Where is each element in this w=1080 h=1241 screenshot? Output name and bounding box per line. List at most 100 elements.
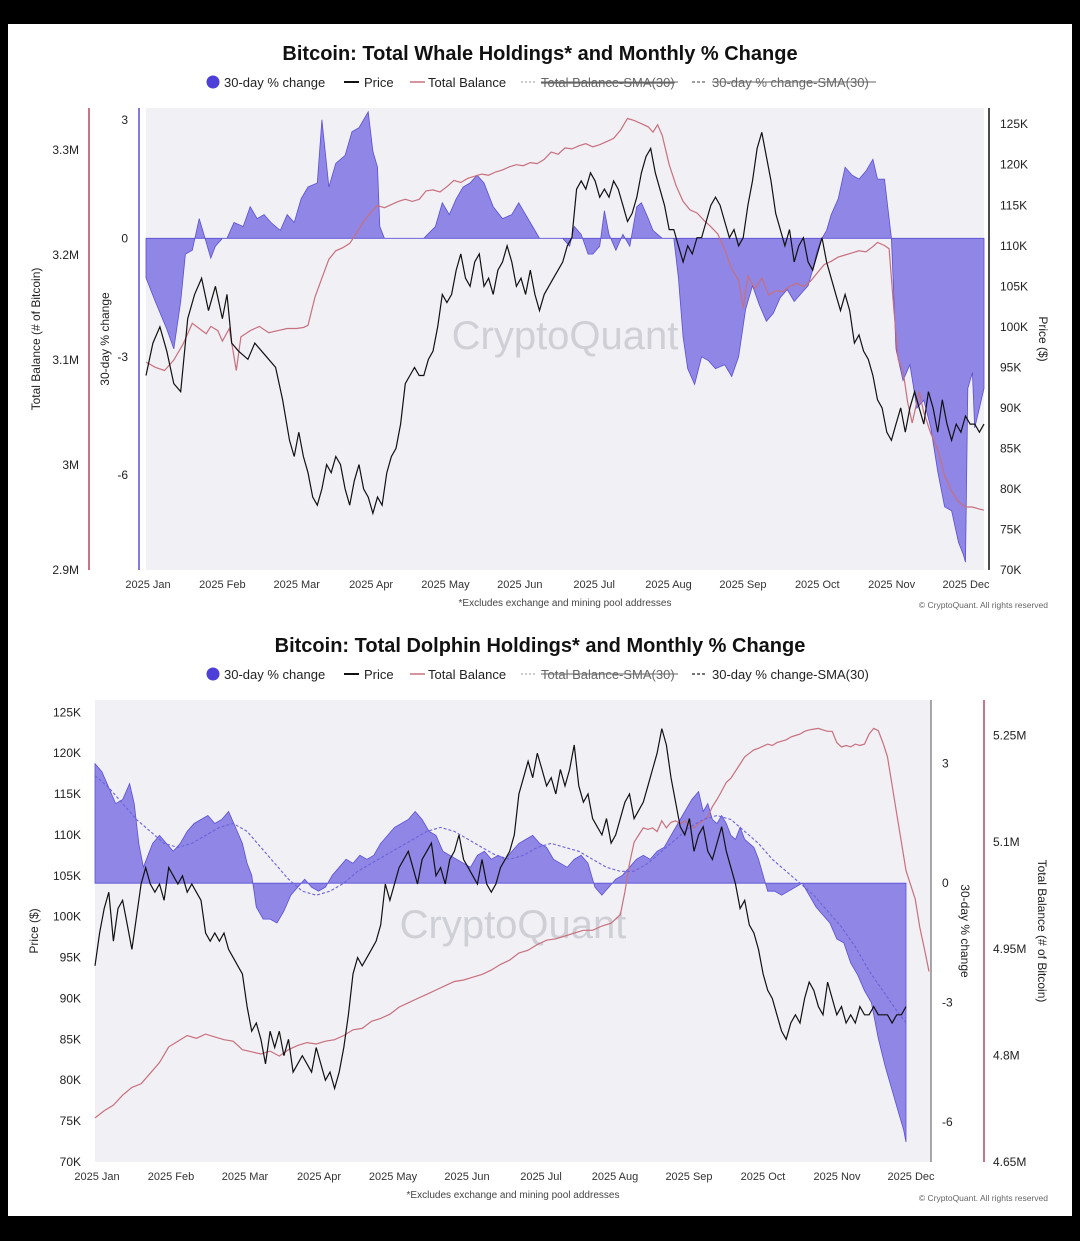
price-line bbox=[145, 132, 985, 516]
price-tick-label: 105K bbox=[53, 869, 81, 883]
balance-tick-label: 3.1M bbox=[52, 353, 79, 367]
copyright: © CryptoQuant. All rights reserved bbox=[919, 1193, 1048, 1203]
x-tick-label: 2025 Nov bbox=[813, 1171, 861, 1183]
price-tick-label: 80K bbox=[1000, 482, 1021, 496]
price-tick-label: 90K bbox=[60, 991, 81, 1005]
legend-pct-swatch bbox=[206, 75, 220, 89]
price-tick-label: 115K bbox=[54, 787, 81, 801]
balance-tick-label: 5.1M bbox=[993, 835, 1020, 849]
chart-title: Bitcoin: Total Whale Holdings* and Month… bbox=[282, 43, 797, 65]
price-tick-label: 70K bbox=[1000, 563, 1021, 577]
balance-tick-label: 4.95M bbox=[993, 942, 1026, 956]
pct-tick-label: -3 bbox=[117, 350, 128, 364]
pct-change-area bbox=[94, 762, 907, 1143]
legend-item-pct[interactable]: 30-day % change bbox=[206, 667, 326, 682]
price-tick-label: 80K bbox=[60, 1073, 81, 1087]
watermark: CryptoQuant bbox=[400, 903, 627, 947]
legend-item-balance[interactable]: Total Balance bbox=[410, 75, 506, 90]
price-tick-label: 85K bbox=[60, 1032, 81, 1046]
x-tick-label: 2025 Jan bbox=[74, 1171, 119, 1183]
legend-item-pct-sma[interactable]: 30-day % change-SMA(30) bbox=[692, 75, 876, 90]
total-balance-line bbox=[145, 117, 985, 511]
legend-balance-label: Total Balance bbox=[428, 667, 506, 682]
price-tick-label: 125K bbox=[1000, 117, 1028, 131]
legend-pct-label: 30-day % change bbox=[224, 75, 325, 90]
balance-tick-label: 5.25M bbox=[993, 729, 1026, 743]
legend-pct-swatch bbox=[206, 667, 220, 681]
x-tick-label: 2025 Nov bbox=[868, 579, 916, 591]
pct-axis-label: 30-day % change bbox=[958, 884, 972, 978]
price-tick-label: 105K bbox=[1000, 279, 1028, 293]
x-tick-label: 2025 Aug bbox=[645, 579, 692, 591]
price-tick-label: 110K bbox=[1000, 239, 1027, 253]
legend-item-pct-sma[interactable]: 30-day % change-SMA(30) bbox=[692, 667, 869, 682]
pct-tick-label: -6 bbox=[117, 468, 128, 482]
price-tick-label: 90K bbox=[1000, 401, 1021, 415]
x-tick-label: 2025 Apr bbox=[349, 579, 393, 591]
pct-tick-label: 3 bbox=[121, 113, 128, 127]
price-tick-label: 125K bbox=[53, 705, 81, 719]
legend-item-pct[interactable]: 30-day % change bbox=[206, 75, 326, 90]
whale-chart-panel: Bitcoin: Total Whale Holdings* and Month… bbox=[8, 24, 1072, 616]
watermark: CryptoQuant bbox=[452, 314, 679, 358]
balance-axis-label: Total Balance (# of Bitcoin) bbox=[29, 268, 43, 411]
legend-item-balance-sma[interactable]: Total Balance-SMA(30) bbox=[521, 667, 678, 682]
chart-legend: 30-day % change Price Total Balance Tota… bbox=[206, 75, 876, 90]
price-tick-label: 120K bbox=[1000, 158, 1028, 172]
price-tick-label: 70K bbox=[60, 1155, 81, 1169]
dolphin-chart-panel: Bitcoin: Total Dolphin Holdings* and Mon… bbox=[8, 616, 1072, 1216]
price-line bbox=[94, 728, 907, 1091]
legend-price-label: Price bbox=[364, 667, 394, 682]
balance-tick-label: 4.8M bbox=[993, 1048, 1020, 1062]
legend-pct-label: 30-day % change bbox=[224, 667, 325, 682]
x-tick-label: 2025 Feb bbox=[199, 579, 245, 591]
x-tick-label: 2025 Dec bbox=[942, 579, 990, 591]
x-tick-label: 2025 May bbox=[369, 1171, 418, 1183]
balance-tick-label: 3.3M bbox=[52, 143, 79, 157]
x-tick-label: 2025 May bbox=[421, 579, 470, 591]
legend-price-label: Price bbox=[364, 75, 394, 90]
dolphin-chart: Bitcoin: Total Dolphin Holdings* and Mon… bbox=[27, 635, 1049, 1203]
price-axis-label: Price ($) bbox=[27, 908, 41, 953]
pct-sma-line bbox=[94, 775, 907, 1023]
x-tick-label: 2025 Dec bbox=[887, 1171, 935, 1183]
x-tick-label: 2025 Jul bbox=[520, 1171, 562, 1183]
legend-item-price[interactable]: Price bbox=[344, 667, 394, 682]
balance-tick-label: 3.2M bbox=[52, 248, 79, 262]
legend-pct-sma-label: 30-day % change-SMA(30) bbox=[712, 667, 869, 682]
copyright: © CryptoQuant. All rights reserved bbox=[919, 600, 1048, 610]
balance-tick-label: 3M bbox=[62, 458, 79, 472]
price-tick-label: 95K bbox=[1000, 360, 1021, 374]
pct-tick-label: 0 bbox=[942, 876, 949, 890]
whale-chart: Bitcoin: Total Whale Holdings* and Month… bbox=[29, 43, 1050, 610]
pct-tick-label: -3 bbox=[942, 996, 953, 1010]
price-axis-label: Price ($) bbox=[1036, 316, 1050, 361]
x-tick-label: 2025 Apr bbox=[297, 1171, 341, 1183]
legend-item-price[interactable]: Price bbox=[344, 75, 394, 90]
x-tick-label: 2025 Jul bbox=[573, 579, 615, 591]
legend-item-balance-sma[interactable]: Total Balance-SMA(30) bbox=[521, 75, 678, 90]
price-tick-label: 115K bbox=[1000, 198, 1027, 212]
pct-tick-label: 0 bbox=[121, 231, 128, 245]
x-tick-label: 2025 Oct bbox=[795, 579, 840, 591]
footnote: *Excludes exchange and mining pool addre… bbox=[459, 598, 672, 609]
x-tick-label: 2025 Jun bbox=[444, 1171, 489, 1183]
balance-tick-label: 2.9M bbox=[52, 563, 79, 577]
chart-legend: 30-day % change Price Total Balance Tota… bbox=[206, 667, 869, 682]
pct-axis-label: 30-day % change bbox=[98, 292, 112, 386]
x-tick-label: 2025 Mar bbox=[222, 1171, 269, 1183]
price-tick-label: 120K bbox=[53, 746, 81, 760]
x-tick-label: 2025 Oct bbox=[741, 1171, 786, 1183]
x-tick-label: 2025 Jan bbox=[125, 579, 170, 591]
x-tick-label: 2025 Feb bbox=[148, 1171, 194, 1183]
legend-item-balance[interactable]: Total Balance bbox=[410, 667, 506, 682]
pct-tick-label: 3 bbox=[942, 757, 949, 771]
axis-ticks: 2025 Jan 2025 Feb 2025 Mar 2025 Apr 2025 May… bbox=[52, 113, 1028, 591]
plot-area bbox=[95, 700, 931, 1162]
price-tick-label: 95K bbox=[60, 951, 81, 965]
price-tick-label: 110K bbox=[54, 828, 81, 842]
balance-tick-label: 4.65M bbox=[993, 1155, 1026, 1169]
balance-axis-label: Total Balance (# of Bitcoin) bbox=[1035, 860, 1049, 1003]
footnote: *Excludes exchange and mining pool addre… bbox=[407, 1190, 620, 1201]
x-tick-label: 2025 Sep bbox=[665, 1171, 712, 1183]
